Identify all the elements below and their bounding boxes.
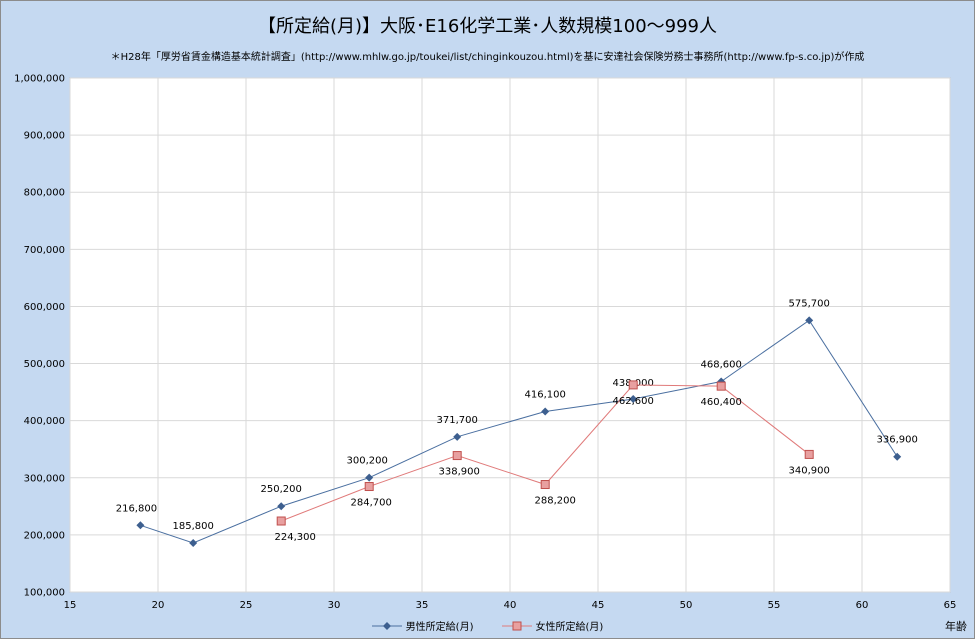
female-data-point: [540, 480, 550, 490]
male-data-label: 216,800: [116, 503, 157, 514]
y-tick-label: 800,000: [24, 188, 65, 199]
female-data-point: [364, 482, 374, 492]
female-data-label: 288,200: [535, 496, 576, 507]
female-data-label: 340,900: [789, 465, 830, 476]
y-tick-label: 1,000,000: [14, 74, 65, 85]
x-tick-label: 50: [680, 600, 693, 611]
female-data-label: 224,300: [275, 532, 316, 543]
x-tick-label: 55: [768, 600, 781, 611]
male-series-line: [140, 319, 898, 544]
female-data-label: 284,700: [351, 498, 392, 509]
y-tick-label: 900,000: [24, 131, 65, 142]
legend-label-male: 男性所定給(月): [405, 622, 474, 633]
male-data-point: [893, 452, 902, 461]
female-data-point: [628, 380, 638, 390]
x-tick-label: 15: [64, 600, 77, 611]
male-data-point: [277, 502, 286, 511]
female-data-point: [716, 381, 726, 391]
male-data-label: 185,800: [173, 521, 214, 532]
y-tick-label: 500,000: [24, 359, 65, 370]
male-data-point: [453, 432, 462, 441]
male-data-point: [365, 473, 374, 482]
male-data-label: 575,700: [789, 298, 830, 309]
male-data-point: [136, 521, 145, 530]
x-axis-unit: 年齢: [945, 620, 967, 633]
legend-item-female: 女性所定給(月): [501, 618, 604, 633]
legend: 男性所定給(月) 女性所定給(月): [0, 618, 975, 633]
male-data-point: [629, 394, 638, 403]
x-tick-label: 65: [944, 600, 957, 611]
x-tick-label: 40: [504, 600, 517, 611]
female-data-label: 460,400: [701, 397, 742, 408]
male-data-label: 336,900: [877, 435, 918, 446]
y-tick-label: 100,000: [24, 588, 65, 599]
x-tick-label: 20: [152, 600, 165, 611]
y-tick-label: 200,000: [24, 530, 65, 541]
female-data-label: 462,600: [613, 396, 654, 407]
male-data-label: 468,600: [701, 359, 742, 370]
male-data-label: 371,700: [437, 415, 478, 426]
chart-title: 【所定給(月)】大阪･E16化学工業･人数規模100～999人: [257, 16, 718, 37]
y-tick-label: 400,000: [24, 416, 65, 427]
female-data-point: [276, 516, 286, 526]
x-tick-label: 35: [416, 600, 429, 611]
legend-item-male: 男性所定給(月): [371, 618, 474, 633]
male-data-label: 416,100: [525, 389, 566, 400]
legend-female-marker-icon: [501, 621, 532, 630]
y-tick-label: 700,000: [24, 245, 65, 256]
y-tick-label: 600,000: [24, 302, 65, 313]
y-tick-label: 300,000: [24, 473, 65, 484]
female-data-point: [804, 449, 814, 459]
male-data-label: 300,200: [347, 456, 388, 467]
male-data-label: 250,200: [261, 484, 302, 495]
x-tick-label: 30: [328, 600, 341, 611]
x-tick-label: 25: [240, 600, 253, 611]
x-tick-label: 60: [856, 600, 869, 611]
male-data-point: [805, 316, 814, 325]
legend-male-marker-icon: [371, 621, 402, 630]
female-data-label: 338,900: [439, 467, 480, 478]
x-tick-label: 45: [592, 600, 605, 611]
male-data-point: [189, 538, 198, 547]
female-data-point: [452, 451, 462, 461]
male-data-point: [541, 407, 550, 416]
chart-subtitle: ＊H28年「厚労省賃金構造基本統計調査」(http://www.mhlw.go.…: [110, 52, 865, 63]
legend-label-female: 女性所定給(月): [535, 622, 604, 633]
